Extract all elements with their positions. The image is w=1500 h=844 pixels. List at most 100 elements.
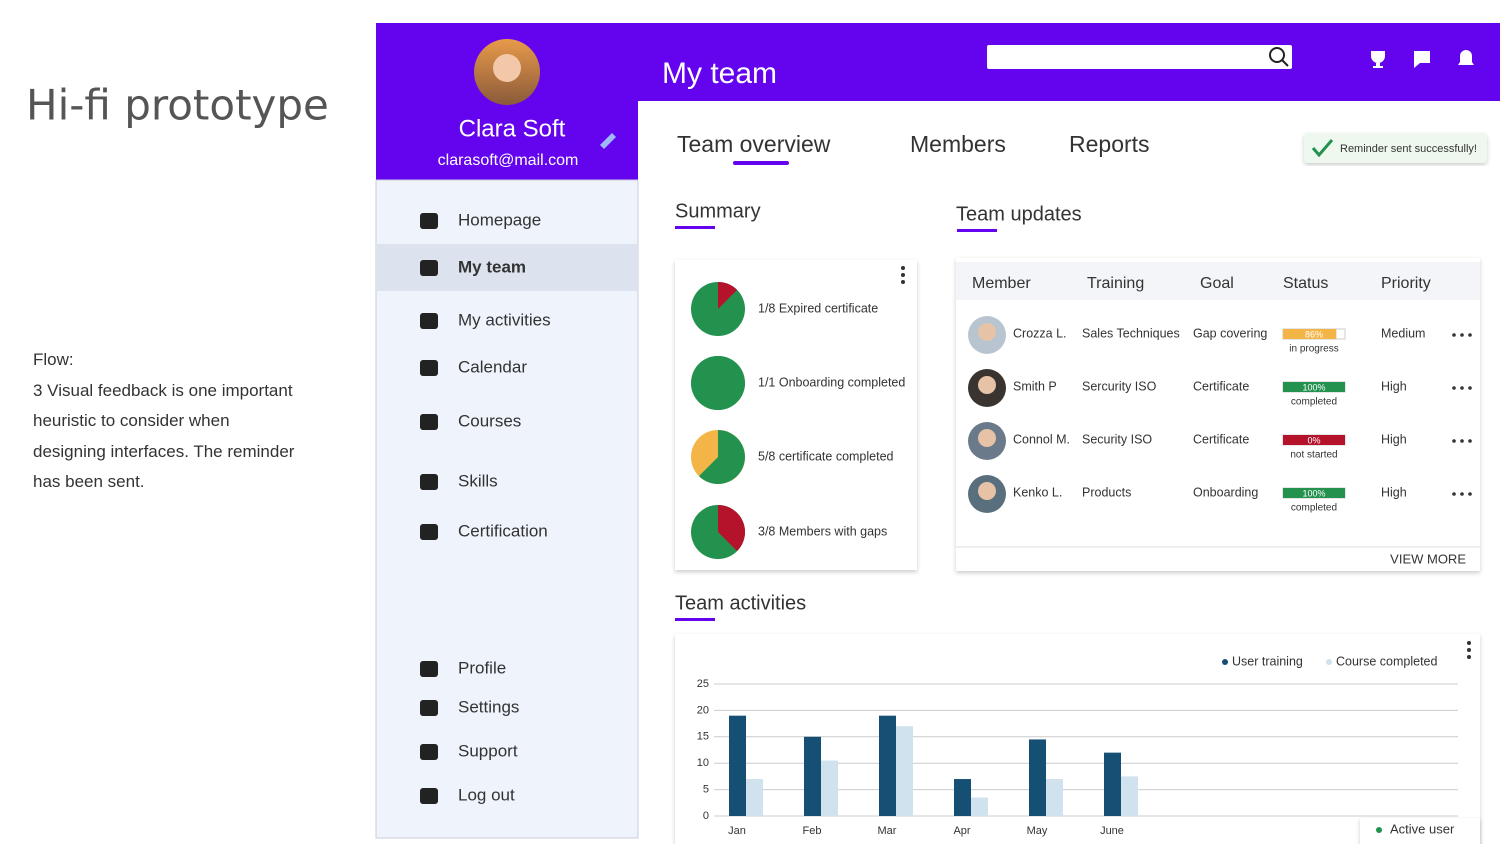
nav-item[interactable]: Courses <box>458 411 521 430</box>
row-menu[interactable] <box>1468 333 1472 337</box>
nav-item[interactable]: Skills <box>458 471 498 490</box>
badge-dot <box>1376 827 1382 833</box>
legend-label: Course completed <box>1336 654 1437 668</box>
bar <box>729 715 746 816</box>
nav-icon <box>420 788 438 804</box>
search-icon[interactable] <box>1269 47 1285 63</box>
priority: Medium <box>1381 326 1425 340</box>
training: Sercurity ISO <box>1082 379 1157 393</box>
y-tick-label: 15 <box>697 731 709 743</box>
pie-part <box>698 430 746 485</box>
nav-icon <box>420 360 438 376</box>
nav-item[interactable]: My team <box>458 257 526 276</box>
priority: High <box>1381 379 1407 393</box>
chat-icon[interactable] <box>1414 51 1430 68</box>
tab[interactable]: Team overview <box>677 131 831 157</box>
toast <box>1304 133 1487 163</box>
page-title: My team <box>662 57 777 90</box>
nav-item[interactable]: Calendar <box>458 357 527 376</box>
nav-item[interactable]: My activities <box>458 310 551 329</box>
status-text: completed <box>1291 397 1337 408</box>
nav-item[interactable]: Support <box>458 741 518 760</box>
priority: High <box>1381 432 1407 446</box>
row-menu[interactable] <box>1468 386 1472 390</box>
status-bar <box>1283 329 1337 339</box>
nav-icon <box>420 661 438 677</box>
bell-icon[interactable] <box>1458 50 1474 65</box>
pie-part <box>691 356 745 410</box>
x-tick-label: Feb <box>803 825 822 837</box>
row-menu[interactable] <box>1460 333 1464 337</box>
bar <box>746 779 763 816</box>
nav-item[interactable]: Homepage <box>458 210 541 229</box>
legend-swatch <box>1326 659 1332 665</box>
row-menu[interactable] <box>1452 333 1456 337</box>
y-tick-label: 5 <box>703 784 709 796</box>
priority: High <box>1381 485 1407 499</box>
bar <box>804 736 821 816</box>
member-face <box>978 376 996 394</box>
flow-heading: Flow: <box>33 350 74 369</box>
y-tick-label: 10 <box>697 757 709 769</box>
nav-item[interactable]: Certification <box>458 521 548 540</box>
status-text: completed <box>1291 503 1337 514</box>
section-title: Team activities <box>675 592 806 614</box>
status-text: in progress <box>1289 344 1338 355</box>
training: Products <box>1082 485 1131 499</box>
bar <box>1104 752 1121 816</box>
row-menu[interactable] <box>1460 439 1464 443</box>
member-face <box>978 482 996 500</box>
y-tick-label: 0 <box>703 810 709 822</box>
member-face <box>978 429 996 447</box>
row-menu[interactable] <box>1468 492 1472 496</box>
nav-icon <box>420 313 438 329</box>
pie-part <box>718 505 745 552</box>
trophy-icon[interactable] <box>1371 51 1385 68</box>
pie-part <box>718 282 738 309</box>
row-menu[interactable] <box>1452 439 1456 443</box>
member: Smith P <box>1013 379 1057 393</box>
bar <box>821 760 838 816</box>
kebab[interactable] <box>901 266 905 284</box>
nav-icon <box>420 700 438 716</box>
section-title: Summary <box>675 200 761 222</box>
row-menu[interactable] <box>1452 492 1456 496</box>
member-face <box>978 323 996 341</box>
nav-item[interactable]: Settings <box>458 697 519 716</box>
toast-text: Reminder sent successfully! <box>1340 143 1477 155</box>
nav-item[interactable]: Profile <box>458 658 506 677</box>
member: Kenko L. <box>1013 485 1062 499</box>
status-label: 86% <box>1305 329 1323 339</box>
status-text: not started <box>1290 450 1337 461</box>
column-header: Priority <box>1381 275 1431 292</box>
row-menu[interactable] <box>1468 439 1472 443</box>
row-menu[interactable] <box>1460 492 1464 496</box>
row-menu[interactable] <box>1452 386 1456 390</box>
bar <box>896 726 913 816</box>
search-box[interactable] <box>987 45 1292 69</box>
nav-item[interactable]: Log out <box>458 785 515 804</box>
nav-active <box>376 244 637 291</box>
member: Crozza L. <box>1013 326 1067 340</box>
user-name: Clara Soft <box>459 115 566 142</box>
goal: Certificate <box>1193 379 1249 393</box>
row-menu[interactable] <box>1460 386 1464 390</box>
tab-underline <box>733 161 789 165</box>
summary-label: 3/8 Members with gaps <box>758 524 887 538</box>
bar <box>971 797 988 816</box>
training: Security ISO <box>1082 432 1152 446</box>
x-tick-label: June <box>1100 825 1124 837</box>
user-email: clarasoft@mail.com <box>438 152 579 169</box>
updates-card <box>956 258 1480 571</box>
section-title: Team updates <box>956 203 1082 225</box>
view-more[interactable]: VIEW MORE <box>1390 551 1466 566</box>
edit-icon[interactable] <box>600 133 616 149</box>
status-bar <box>1283 382 1345 392</box>
section-underline <box>957 229 997 232</box>
tab[interactable]: Reports <box>1069 131 1150 157</box>
nav-icon <box>420 213 438 229</box>
kebab[interactable] <box>1467 641 1471 659</box>
tab[interactable]: Members <box>910 131 1006 157</box>
